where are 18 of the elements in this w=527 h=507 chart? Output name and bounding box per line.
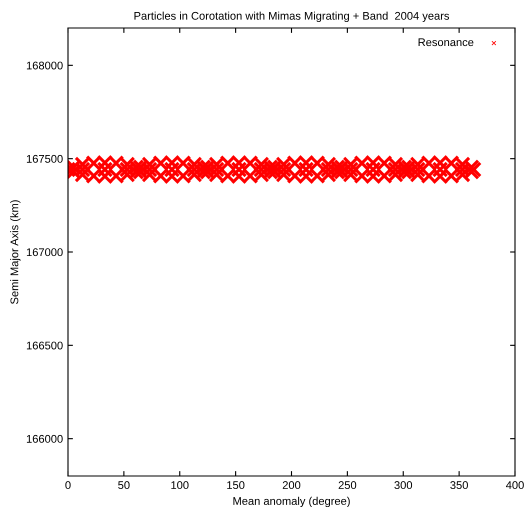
y-tick-label: 167000 <box>26 248 63 256</box>
legend-label: Resonance <box>418 38 474 46</box>
x-tick-label: 150 <box>227 481 244 490</box>
x-tick-label: 400 <box>506 481 524 490</box>
y-tick-label: 167500 <box>26 154 63 163</box>
chart-title: Particles in Corotation with Mimas Migrating + Band 2004 years <box>134 12 450 22</box>
y-axis-title: Semi Major Axis (km) <box>10 200 21 304</box>
x-tick-label: 300 <box>394 481 412 490</box>
x-tick-label: 0 <box>65 481 71 490</box>
x-tick-label: 200 <box>282 481 300 490</box>
x-axis-title: Mean anomaly (degree) <box>233 496 350 507</box>
x-tick-label: 50 <box>118 481 130 490</box>
x-tick-label: 350 <box>450 481 468 490</box>
x-tick-label: 250 <box>338 481 356 490</box>
y-tick-label: 166500 <box>26 342 63 350</box>
x-tick-label: 100 <box>171 481 189 490</box>
y-tick-label: 168000 <box>26 62 63 70</box>
y-tick-label: 166000 <box>26 434 63 443</box>
